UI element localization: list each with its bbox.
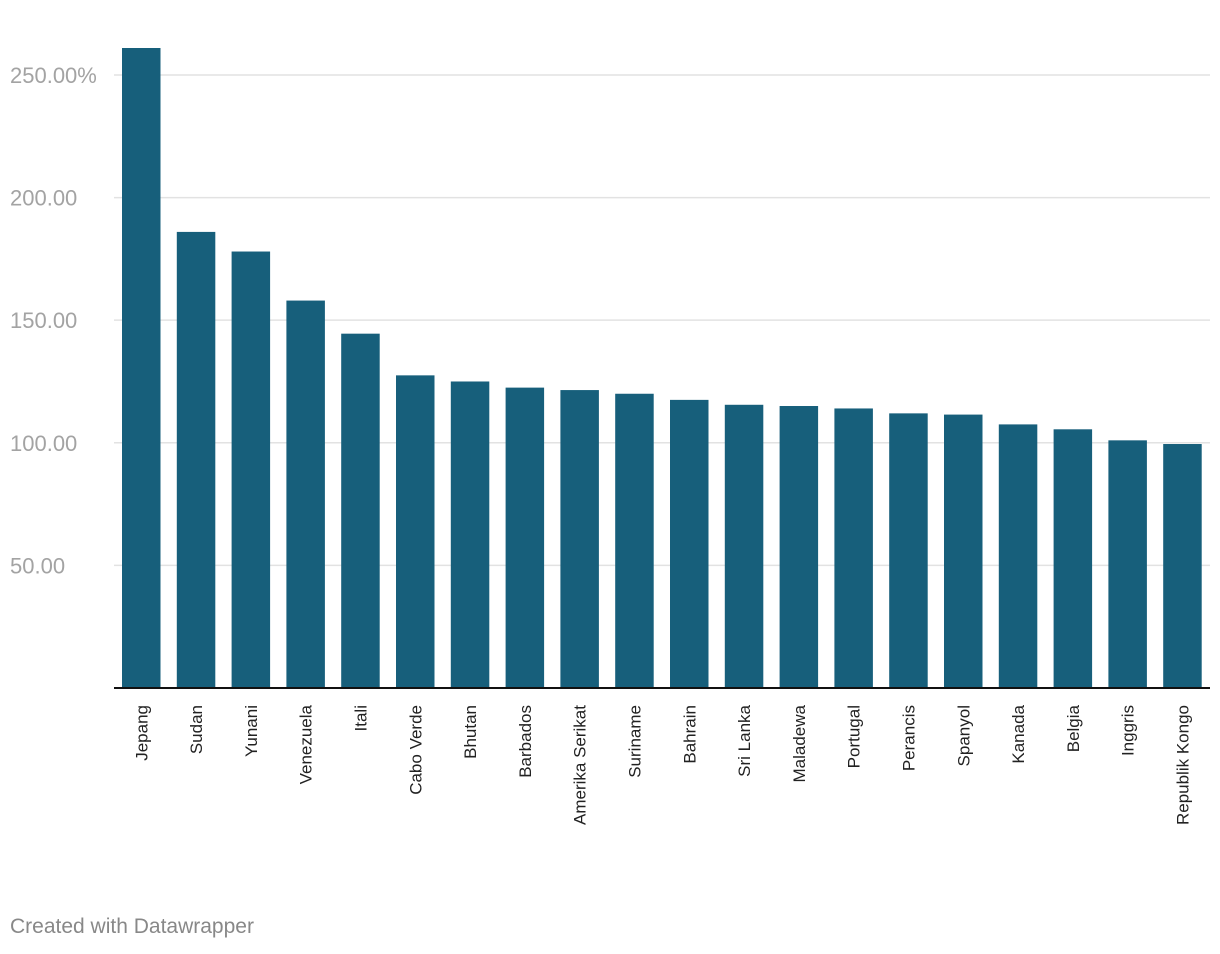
footer-credit: Created with Datawrapper (10, 915, 254, 938)
x-axis: Jepang Sudan Yunani Venezuela Itali Cabo Verd… (132, 704, 1192, 825)
bar (1163, 444, 1202, 688)
bar-layer (122, 48, 1202, 688)
bar (176, 231, 216, 688)
bar (779, 406, 819, 688)
bar (889, 413, 928, 688)
x-tick-label: Itali (351, 705, 370, 731)
bar (944, 414, 983, 688)
x-tick-label: Perancis (899, 705, 918, 771)
x-tick-label: Venezuela (297, 704, 316, 784)
x-tick-label: Amerika Serikat (571, 705, 590, 825)
bar (231, 251, 271, 688)
bar (1108, 440, 1147, 688)
bar (396, 375, 435, 688)
y-tick-label: 50.00 (10, 553, 65, 578)
y-tick-label: 100.00 (10, 431, 77, 456)
bar (1053, 429, 1093, 688)
y-tick-label: 150.00 (10, 308, 77, 333)
x-tick-label: Bhutan (461, 705, 480, 759)
x-tick-label: Spanyol (954, 705, 973, 766)
x-tick-label: Bahrain (680, 705, 699, 764)
x-tick-label: Suriname (625, 705, 644, 778)
x-tick-label: Republik Kongo (1173, 705, 1192, 825)
y-tick-label: 200.00 (10, 186, 77, 211)
x-tick-label: Barbados (516, 705, 535, 778)
x-tick-label: Inggris (1119, 705, 1138, 756)
bar (450, 381, 490, 688)
x-tick-label: Sudan (187, 705, 206, 754)
bar (341, 333, 380, 688)
bar (286, 300, 325, 688)
x-tick-label: Cabo Verde (406, 705, 425, 795)
x-tick-label: Portugal (845, 705, 864, 768)
bar (560, 390, 599, 688)
grid-layer (114, 74, 1210, 567)
bar (615, 393, 654, 688)
bar (834, 408, 873, 688)
x-tick-label: Sri Lanka (735, 704, 754, 776)
bar (998, 424, 1038, 688)
x-tick-label: Jepang (132, 705, 151, 761)
bar (122, 48, 161, 688)
x-tick-label: Maladewa (790, 704, 809, 782)
bar (505, 387, 545, 688)
bar (724, 404, 764, 688)
x-tick-label: Belgia (1064, 704, 1083, 752)
x-tick-label: Yunani (242, 705, 261, 757)
y-tick-label: 250.00% (10, 63, 97, 88)
bar (670, 399, 709, 688)
x-tick-label: Kanada (1009, 704, 1028, 763)
y-axis: 50.00 100.00 150.00 200.00 250.00% (10, 63, 97, 578)
